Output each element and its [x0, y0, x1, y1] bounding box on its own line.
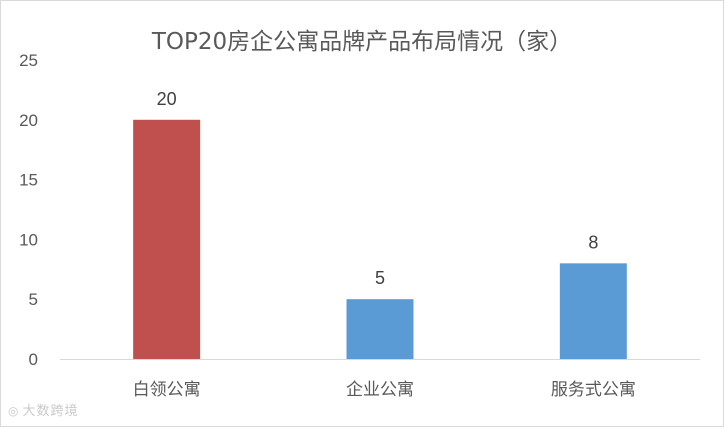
chart-title: TOP20房企公寓品牌产品布局情况（家） — [151, 29, 573, 55]
x-axis-categories: 白领公寓 企业公寓 服务式公寓 — [133, 380, 636, 400]
data-label: 5 — [375, 268, 385, 288]
category-label: 白领公寓 — [133, 380, 201, 400]
y-tick-label: 10 — [19, 230, 38, 249]
bar — [133, 119, 201, 359]
watermark-text: 大数跨境 — [22, 404, 79, 419]
watermark: ◎ 大数跨境 — [8, 400, 79, 419]
camera-logo-icon: ◎ — [8, 404, 20, 418]
y-tick-label: 20 — [19, 111, 38, 130]
bars-group — [133, 119, 627, 359]
y-tick-label: 15 — [19, 171, 38, 190]
bar — [559, 263, 627, 359]
y-tick-label: 25 — [19, 51, 38, 70]
data-label: 8 — [588, 232, 598, 252]
y-tick-label: 5 — [29, 290, 38, 309]
bar — [346, 299, 414, 359]
category-label: 服务式公寓 — [551, 380, 636, 400]
data-label: 20 — [157, 89, 177, 109]
y-tick-label: 0 — [29, 350, 38, 369]
category-label: 企业公寓 — [346, 380, 414, 400]
y-axis-ticks: 0 5 10 15 20 25 — [19, 51, 38, 369]
